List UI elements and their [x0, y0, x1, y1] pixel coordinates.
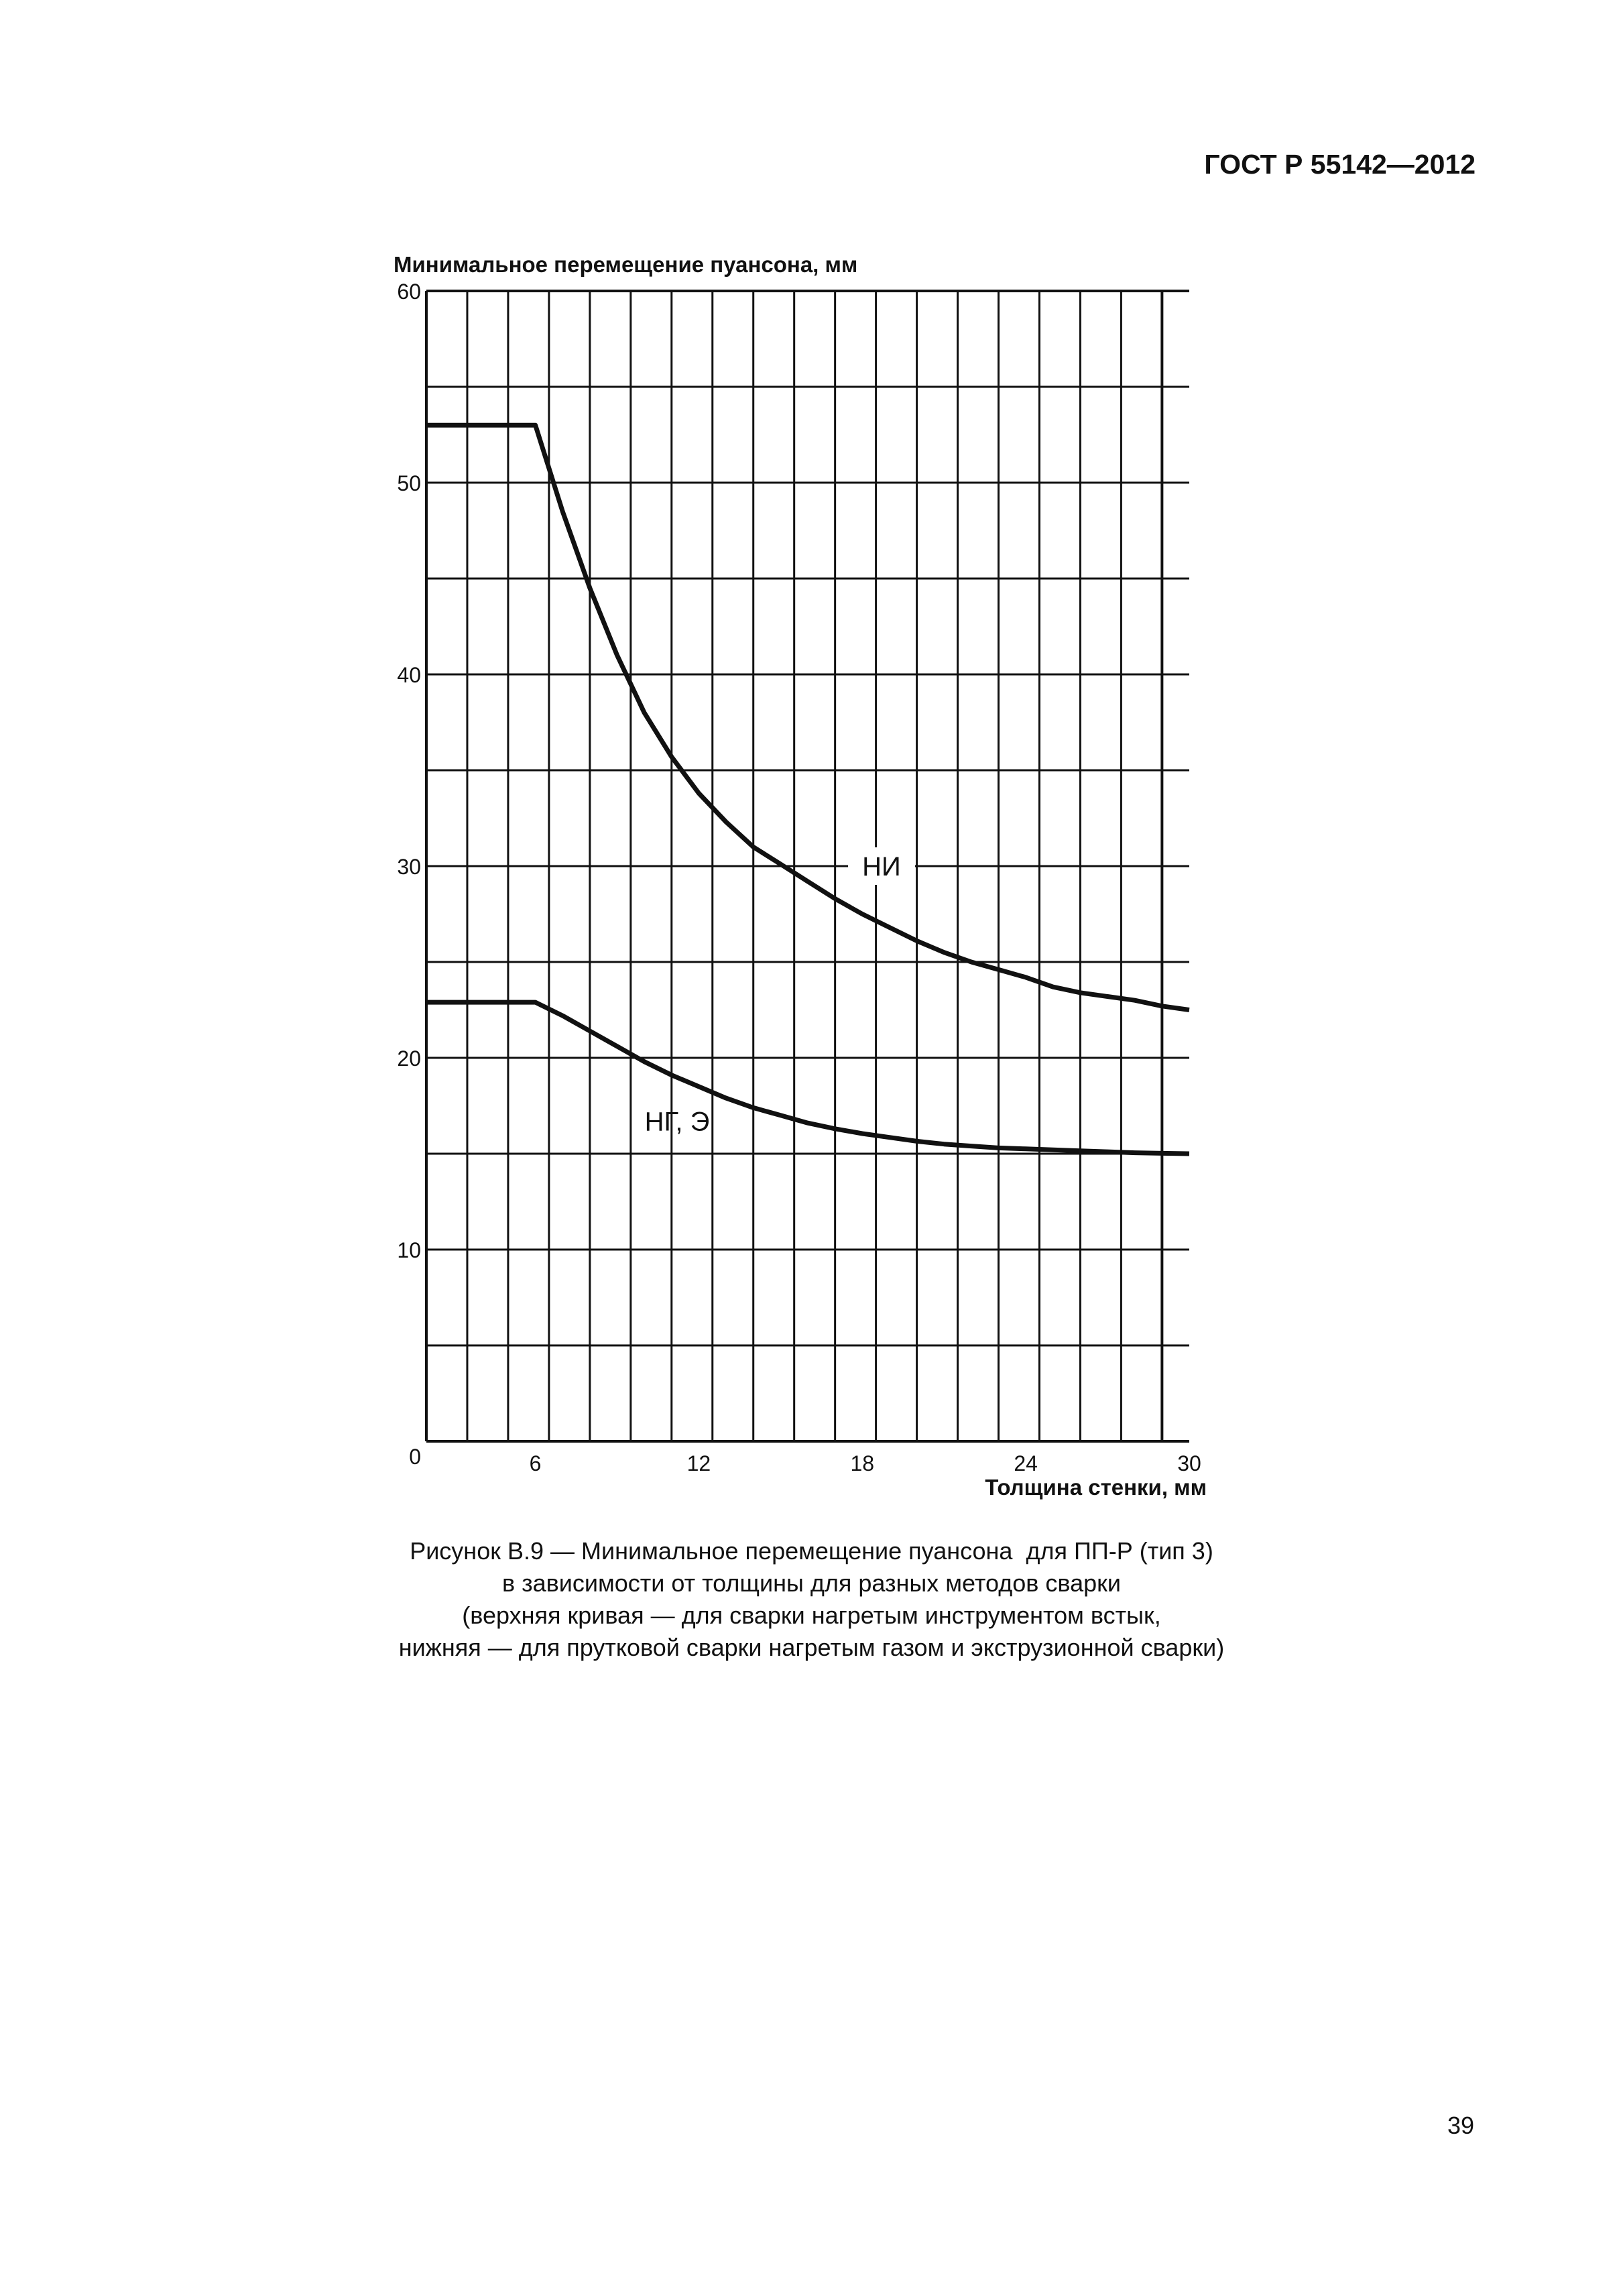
figure-caption: Рисунок В.9 — Минимальное перемещение пу…: [0, 1535, 1623, 1664]
axis-labels: 0 10 20 30 40 50 60 6 12 18 24 30 Минимальное переме…: [394, 252, 1207, 1500]
document-id: ГОСТ Р 55142—2012: [1204, 149, 1476, 180]
y-tick-label: 20: [397, 1046, 421, 1071]
page-number: 39: [1447, 2112, 1474, 2139]
caption-line-2: в зависимости от толщины для разных мето…: [502, 1569, 1121, 1597]
series-label-ng: НГ, Э: [645, 1107, 710, 1137]
x-tick-label: 18: [850, 1451, 874, 1475]
y-tick-label: 40: [397, 663, 421, 687]
y-tick-label: 30: [397, 855, 421, 879]
curves: НИ НГ, Э: [426, 422, 1190, 1156]
y-tick-label: 10: [397, 1238, 421, 1262]
x-tick-label: 6: [530, 1451, 542, 1475]
x-tick-label: 12: [687, 1451, 711, 1475]
series-label-ni: НИ: [862, 852, 901, 882]
curve-line-1: [426, 422, 1190, 1012]
x-tick-label: 30: [1177, 1451, 1201, 1475]
y-tick-label: 50: [397, 471, 421, 495]
y-axis-title: Минимальное перемещение пуансона, мм: [394, 252, 857, 277]
label-bg: [848, 847, 915, 885]
y-tick-label: 60: [397, 280, 421, 304]
caption-line-3: (верхняя кривая — для сварки нагретым ин…: [462, 1602, 1161, 1629]
curve-line-2: [426, 1000, 1190, 1156]
x-tick-label: 24: [1014, 1451, 1038, 1475]
caption-line-1: Рисунок В.9 — Минимальное перемещение пу…: [410, 1537, 1213, 1565]
grid-lines: [425, 290, 1189, 1443]
y-tick-label: 0: [409, 1445, 421, 1469]
caption-line-4: нижняя — для прутковой сварки нагретым г…: [398, 1634, 1225, 1661]
x-axis-title: Толщина стенки, мм: [985, 1475, 1207, 1500]
